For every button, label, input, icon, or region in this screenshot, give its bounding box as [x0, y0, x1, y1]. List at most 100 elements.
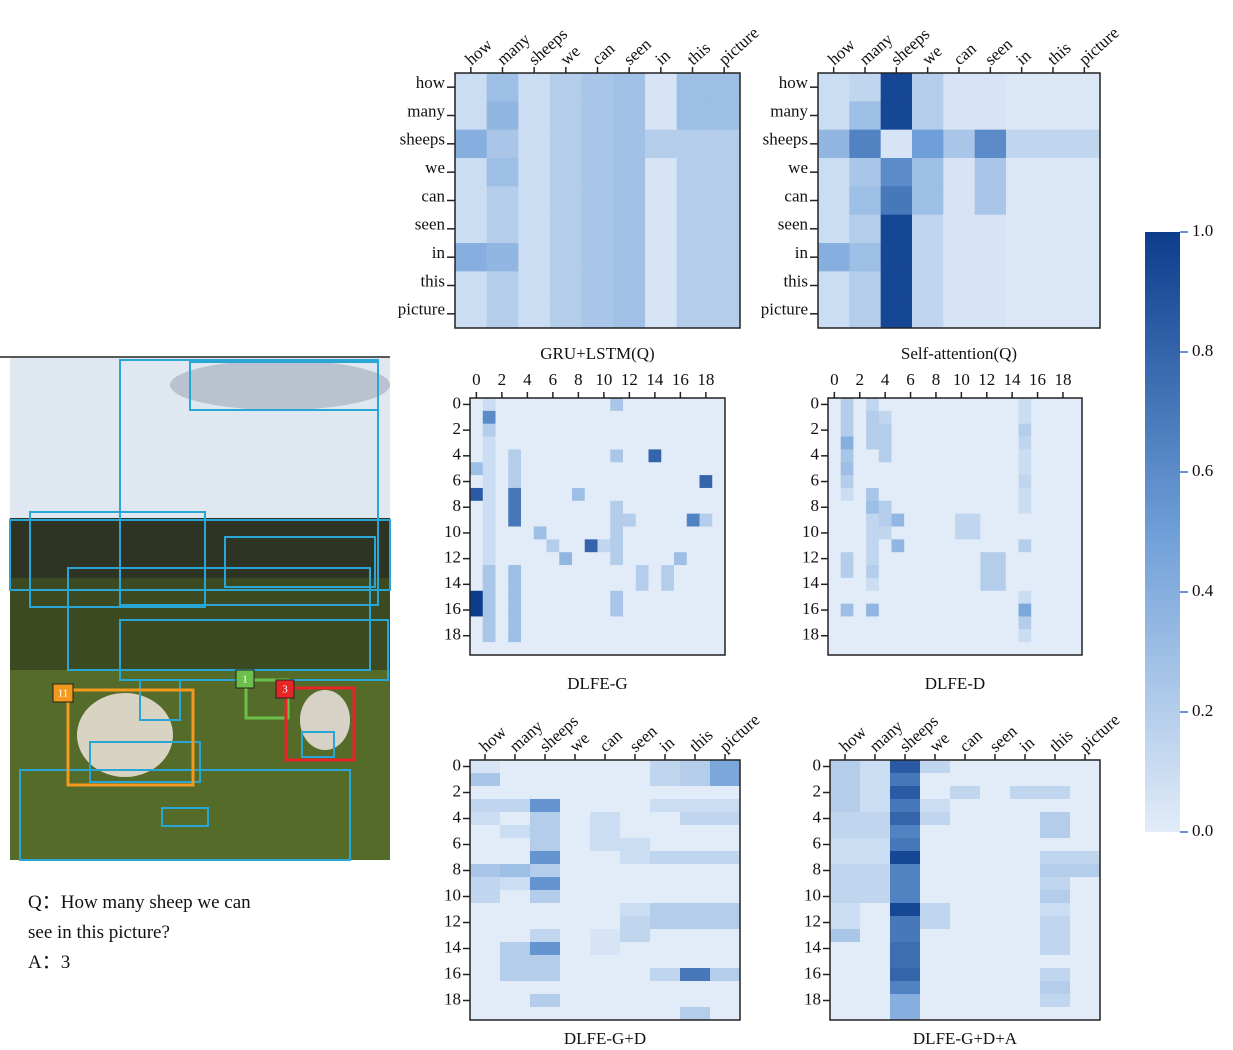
heat-cell: [1006, 642, 1019, 655]
heat-cell: [687, 462, 700, 475]
heat-cell: [470, 642, 483, 655]
heat-cell: [1070, 799, 1101, 813]
heat-cell: [943, 158, 975, 187]
x-tick-label: this: [1044, 38, 1075, 69]
heat-cell: [518, 243, 550, 272]
heat-cell: [879, 565, 892, 578]
heat-cell: [534, 424, 547, 437]
heat-cell: [547, 398, 560, 411]
heat-cell: [500, 955, 531, 969]
heat-cell: [572, 604, 585, 617]
heat-cell: [993, 527, 1006, 540]
heat-cell: [534, 449, 547, 462]
heat-cell: [572, 527, 585, 540]
heat-cell: [942, 578, 955, 591]
heat-cell: [585, 475, 598, 488]
heat-cell: [904, 462, 917, 475]
heat-cell: [1010, 929, 1041, 943]
heat-cell: [1044, 527, 1057, 540]
heat-cell: [968, 642, 981, 655]
heat-cell: [645, 243, 677, 272]
heat-cell: [645, 215, 677, 244]
heat-cell: [917, 629, 930, 642]
heat-cell: [470, 838, 501, 852]
heat-cell: [1044, 462, 1057, 475]
heat-cell: [943, 186, 975, 215]
heat-cell: [585, 604, 598, 617]
heat-cell: [904, 539, 917, 552]
heat-cell: [879, 475, 892, 488]
heat-cell: [1037, 300, 1069, 329]
heat-cell: [1044, 539, 1057, 552]
heat-cell: [942, 552, 955, 565]
x-tick-label: can: [950, 39, 981, 69]
heat-cell: [1040, 877, 1071, 891]
heat-cell: [620, 864, 651, 878]
sheep: [300, 690, 350, 750]
heat-cell: [598, 642, 611, 655]
heat-cell: [917, 411, 930, 424]
y-tick-label: seen: [778, 215, 809, 234]
heat-cell: [585, 424, 598, 437]
heat-cell: [930, 616, 943, 629]
heat-cell: [508, 629, 521, 642]
heat-cell: [687, 424, 700, 437]
heat-cell: [470, 501, 483, 514]
heat-cell: [892, 488, 905, 501]
heat-cell: [930, 449, 943, 462]
heat-cell: [841, 616, 854, 629]
heat-cell: [930, 411, 943, 424]
heat-cell: [1070, 838, 1101, 852]
heat-cell: [920, 760, 951, 774]
heat-cell: [708, 215, 740, 244]
heat-cell: [687, 411, 700, 424]
heat-cell: [598, 591, 611, 604]
heat-cell: [585, 449, 598, 462]
y-tick-label: 6: [453, 833, 462, 852]
colorbar-tick-label: 0.2: [1192, 701, 1213, 720]
heat-cell: [483, 565, 496, 578]
heat-cell: [1040, 838, 1071, 852]
heat-cell: [585, 616, 598, 629]
heat-cell: [853, 488, 866, 501]
heat-cell: [710, 812, 741, 826]
heat-cell: [943, 130, 975, 159]
heat-cell: [849, 215, 881, 244]
heat-cell: [942, 604, 955, 617]
y-tick-label: sheeps: [763, 130, 808, 149]
heat-cell: [598, 552, 611, 565]
heat-cell: [1069, 616, 1082, 629]
x-tick-label: seen: [981, 34, 1017, 69]
heat-cell: [710, 929, 741, 943]
heat-cell: [636, 437, 649, 450]
heat-cell: [636, 449, 649, 462]
heat-cell: [1006, 73, 1038, 102]
heat-cell: [980, 514, 993, 527]
heat-cell: [700, 424, 713, 437]
heat-cell: [1037, 158, 1069, 187]
heat-cell: [912, 300, 944, 329]
heat-cell: [1040, 799, 1071, 813]
y-tick-label: 10: [444, 885, 461, 904]
heat-cell: [980, 929, 1011, 943]
heat-cell: [649, 501, 662, 514]
heat-cell: [930, 475, 943, 488]
heat-cell: [508, 527, 521, 540]
heat-cell: [980, 539, 993, 552]
heat-cell: [650, 864, 681, 878]
heat-cell: [508, 424, 521, 437]
x-tick-label: picture: [1075, 23, 1123, 69]
heat-cell: [710, 994, 741, 1008]
heat-cell: [942, 462, 955, 475]
heat-cell: [470, 968, 501, 982]
heat-cell: [636, 591, 649, 604]
heat-cell: [483, 437, 496, 450]
heat-cell: [560, 773, 591, 787]
heat-cell: [1006, 449, 1019, 462]
heat-cell: [585, 539, 598, 552]
heat-cell: [993, 488, 1006, 501]
x-tick-label: 14: [646, 370, 664, 389]
heat-cell: [500, 786, 531, 800]
heat-cell: [700, 629, 713, 642]
heat-cell: [904, 488, 917, 501]
